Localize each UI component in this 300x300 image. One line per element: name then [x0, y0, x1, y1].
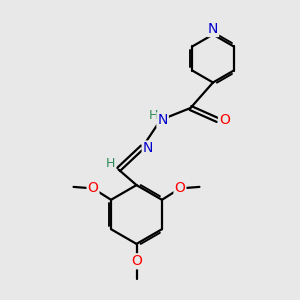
Text: N: N — [158, 113, 168, 127]
Text: H: H — [106, 157, 116, 170]
Text: N: N — [143, 142, 153, 155]
Text: O: O — [175, 182, 185, 195]
Text: O: O — [219, 113, 230, 127]
Text: H: H — [148, 109, 158, 122]
Text: O: O — [88, 182, 98, 195]
Text: N: N — [208, 22, 218, 36]
Text: O: O — [131, 254, 142, 268]
